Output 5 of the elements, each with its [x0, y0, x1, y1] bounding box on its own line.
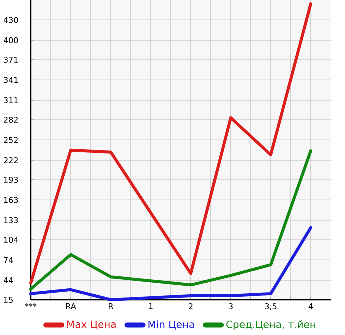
line-series [30, 150, 312, 291]
legend-label: Сред.Цена, т.йен [226, 320, 316, 330]
line-series [30, 2, 312, 285]
legend-label: Min Цена [148, 320, 194, 330]
legend-label: Max Цена [68, 320, 116, 330]
